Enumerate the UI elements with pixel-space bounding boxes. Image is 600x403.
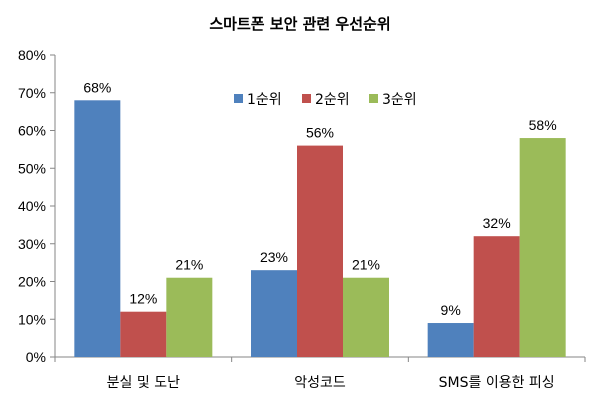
legend-swatch bbox=[302, 94, 311, 103]
data-label: 23% bbox=[260, 249, 288, 265]
legend-label: 3순위 bbox=[382, 92, 417, 108]
data-label: 12% bbox=[129, 291, 157, 307]
y-tick-label: 50% bbox=[18, 160, 46, 176]
legend-label: 2순위 bbox=[315, 92, 350, 108]
bar-3-3 bbox=[519, 138, 566, 357]
legend-swatch bbox=[369, 94, 378, 103]
data-label: 32% bbox=[483, 215, 511, 231]
data-label: 9% bbox=[441, 302, 461, 318]
x-category-label: SMS를 이용한 피싱 bbox=[439, 375, 555, 391]
legend-label: 1순위 bbox=[247, 92, 282, 108]
chart-title: 스마트폰 보안 관련 우선순위 bbox=[209, 15, 390, 33]
y-tick-label: 0% bbox=[26, 349, 46, 365]
y-tick-label: 60% bbox=[18, 123, 46, 139]
y-tick-label: 80% bbox=[18, 47, 46, 63]
legend: 1순위 2순위 3순위 bbox=[234, 92, 417, 108]
bar-1-2 bbox=[251, 270, 297, 357]
axes: 0% 10% 20% 30% 40% 50% 60% 70% 80% 분실 및 도난 악성코드 SMS… bbox=[18, 47, 586, 391]
data-labels: 68% 12% 21% 23% 56% 21% 9% 32% 58% bbox=[83, 79, 556, 318]
data-label: 68% bbox=[83, 79, 111, 95]
y-tick-label: 30% bbox=[18, 236, 46, 252]
y-tick-label: 40% bbox=[18, 198, 46, 214]
data-label: 58% bbox=[529, 117, 557, 133]
bar-2-2 bbox=[297, 145, 343, 357]
bar-3-1 bbox=[166, 277, 213, 357]
bar-1-1 bbox=[74, 100, 121, 358]
legend-swatch bbox=[234, 94, 243, 103]
data-label: 21% bbox=[352, 257, 380, 273]
x-category-label: 악성코드 bbox=[294, 375, 346, 391]
y-tick-label: 70% bbox=[18, 85, 46, 101]
y-tick-label: 10% bbox=[18, 311, 46, 327]
y-tick-label: 20% bbox=[18, 274, 46, 290]
bar-2-3 bbox=[473, 236, 520, 357]
data-label: 21% bbox=[175, 257, 203, 273]
x-category-label: 분실 및 도난 bbox=[107, 375, 180, 391]
data-label: 56% bbox=[306, 125, 334, 141]
bar-1-3 bbox=[427, 323, 474, 357]
bar-2-1 bbox=[120, 311, 167, 357]
bar-3-2 bbox=[343, 277, 389, 357]
bars bbox=[74, 100, 566, 358]
